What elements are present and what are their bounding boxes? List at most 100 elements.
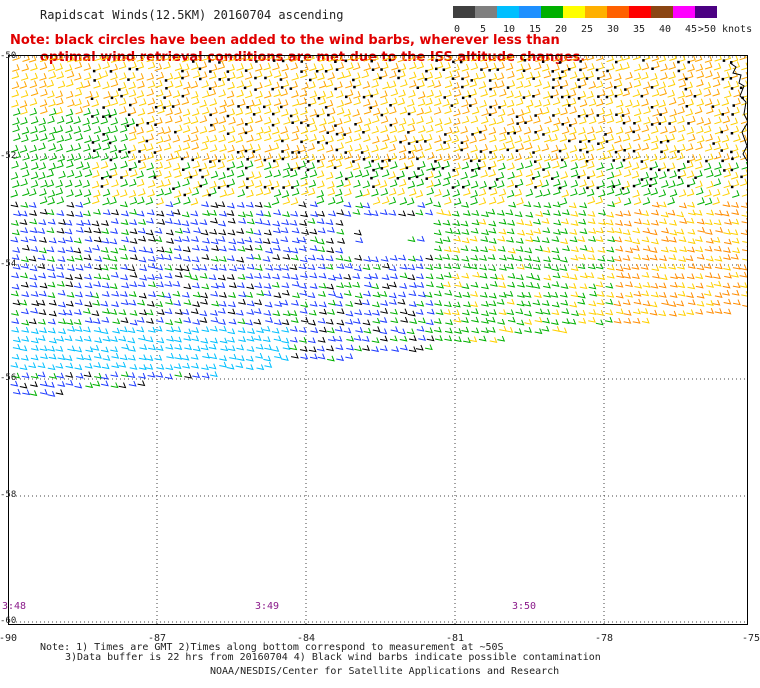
wind-barb [136, 126, 144, 135]
wind-barb [442, 219, 451, 226]
wind-barb [488, 220, 497, 227]
wind-barb [110, 72, 118, 81]
wind-barb [138, 219, 147, 225]
wind-barb [192, 70, 201, 79]
wind-barb [713, 219, 722, 226]
contamination-marker [730, 61, 733, 64]
wind-barb [29, 218, 38, 225]
wind-barb [399, 283, 408, 289]
wind-barb [318, 97, 327, 106]
wind-barb [154, 273, 163, 280]
wind-barb [237, 264, 246, 271]
wind-barb [507, 247, 516, 254]
wind-barb [622, 299, 631, 306]
wind-barb [317, 143, 325, 152]
wind-barb [506, 309, 515, 316]
wind-barb [336, 107, 345, 116]
wind-barb [109, 264, 118, 270]
wind-barb [408, 136, 417, 144]
wind-barb [541, 179, 549, 188]
wind-barb [496, 72, 505, 81]
wind-barb [174, 107, 182, 116]
wind-barb [139, 274, 148, 281]
wind-barb [148, 344, 156, 351]
wind-barb [92, 244, 101, 251]
wind-barb [578, 153, 586, 161]
wind-barb [13, 133, 21, 141]
wind-barb [704, 98, 713, 106]
wind-barb [643, 106, 651, 115]
wind-barb [552, 63, 560, 72]
wind-barb [381, 160, 389, 169]
wind-barb [191, 335, 200, 342]
wind-barb [514, 153, 522, 161]
wind-barb [715, 227, 724, 233]
wind-barb [262, 256, 271, 262]
wind-barb [398, 179, 407, 187]
wind-barb [460, 126, 468, 134]
contamination-marker [632, 149, 636, 153]
wind-barb [733, 98, 741, 106]
wind-barb [506, 236, 515, 243]
wind-barb [660, 72, 668, 81]
wind-barb [202, 237, 211, 244]
wind-barb [444, 289, 453, 296]
wind-barb [93, 63, 102, 72]
wind-barb [389, 281, 397, 288]
wind-barb [488, 169, 496, 178]
wind-barb [461, 161, 470, 170]
wind-barb [84, 317, 93, 324]
wind-barb [704, 61, 713, 70]
contamination-marker [712, 142, 715, 145]
wind-barb [408, 346, 417, 353]
contamination-marker [417, 167, 420, 170]
wind-barb [65, 236, 74, 243]
wind-barb [416, 107, 425, 116]
contamination-marker [291, 121, 294, 124]
contamination-marker [684, 87, 688, 91]
wind-barb [397, 97, 406, 106]
wind-barb [712, 299, 721, 306]
wind-barb [676, 228, 685, 235]
wind-barb [317, 227, 326, 234]
wind-barb [408, 170, 417, 179]
wind-barb [73, 282, 82, 289]
wind-barb [129, 238, 138, 244]
wind-barb [256, 327, 265, 334]
wind-barb [722, 201, 731, 208]
wind-barb [370, 273, 379, 279]
wind-barb [264, 106, 272, 115]
wind-barb [291, 299, 299, 306]
wind-barb [76, 220, 85, 226]
contamination-marker [649, 177, 653, 181]
wind-barb [649, 301, 658, 308]
wind-barb [31, 162, 39, 170]
wind-barb [562, 64, 570, 72]
contamination-marker [597, 142, 600, 145]
wind-barb [489, 309, 497, 315]
contamination-marker [181, 76, 184, 80]
wind-barb [452, 247, 461, 253]
wind-barb [535, 179, 543, 188]
wind-barb [183, 328, 192, 335]
wind-barb [56, 160, 64, 169]
wind-barb [568, 202, 577, 209]
contamination-marker [424, 78, 428, 81]
wind-barb [479, 100, 487, 108]
wind-barb [101, 134, 110, 142]
wind-barb [712, 99, 721, 107]
wind-barb [595, 319, 604, 326]
wind-barb [461, 99, 469, 108]
wind-barb [598, 116, 606, 124]
wind-barb [696, 117, 705, 125]
wind-barb [336, 133, 345, 142]
wind-barb [535, 124, 543, 133]
wind-barb [425, 344, 433, 351]
wind-barb [398, 89, 406, 98]
wind-barb [588, 316, 596, 323]
wind-barb [363, 256, 372, 262]
wind-barb [55, 187, 64, 196]
wind-barb [191, 134, 199, 143]
wind-barb [291, 90, 299, 98]
wind-barb [30, 88, 39, 97]
